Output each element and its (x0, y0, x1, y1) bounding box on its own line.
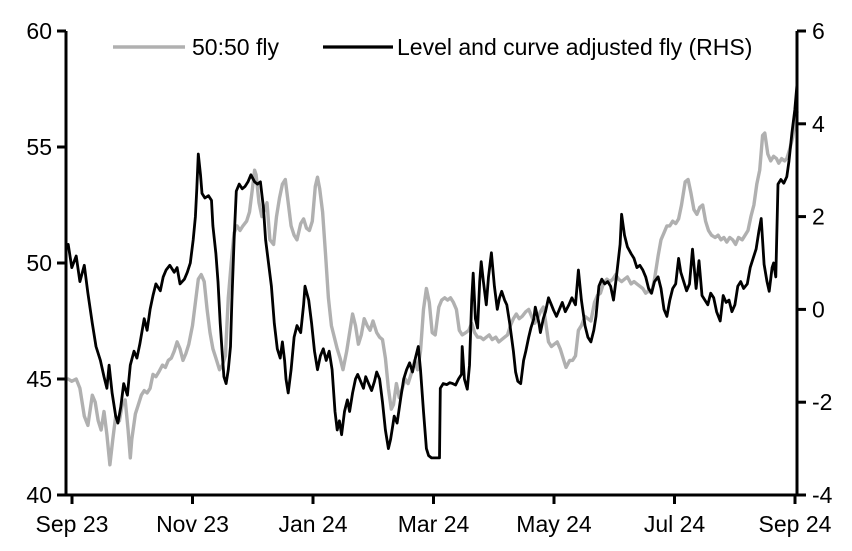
left-axis-tick-label: 50 (26, 250, 52, 276)
left-axis-tick-label: 45 (26, 366, 52, 392)
left-axis-tick-label: 60 (26, 18, 52, 44)
x-axis-tick-label: Nov 23 (156, 511, 229, 537)
right-axis-tick-label: 2 (812, 204, 825, 230)
series-line-1 (66, 83, 799, 460)
x-axis-tick-label: May 24 (516, 511, 592, 537)
legend-label-0: 50:50 fly (192, 34, 279, 60)
x-axis-tick-label: Mar 24 (398, 511, 470, 537)
right-axis-tick-label: -2 (812, 389, 832, 415)
x-axis-tick-label: Sep 23 (36, 511, 109, 537)
right-axis-tick-label: 6 (812, 18, 825, 44)
x-axis-tick-label: Jan 24 (278, 511, 347, 537)
series-line-0 (66, 110, 799, 467)
right-axis-tick-label: 4 (812, 111, 825, 137)
x-axis-tick-label: Sep 24 (759, 511, 832, 537)
legend-label-1: Level and curve adjusted fly (RHS) (397, 34, 752, 60)
left-axis-tick-label: 40 (26, 482, 52, 508)
left-axis-tick-label: 55 (26, 134, 52, 160)
x-axis-tick-label: Jul 24 (644, 511, 706, 537)
right-axis-tick-label: -4 (812, 482, 833, 508)
right-axis-tick-label: 0 (812, 296, 825, 322)
